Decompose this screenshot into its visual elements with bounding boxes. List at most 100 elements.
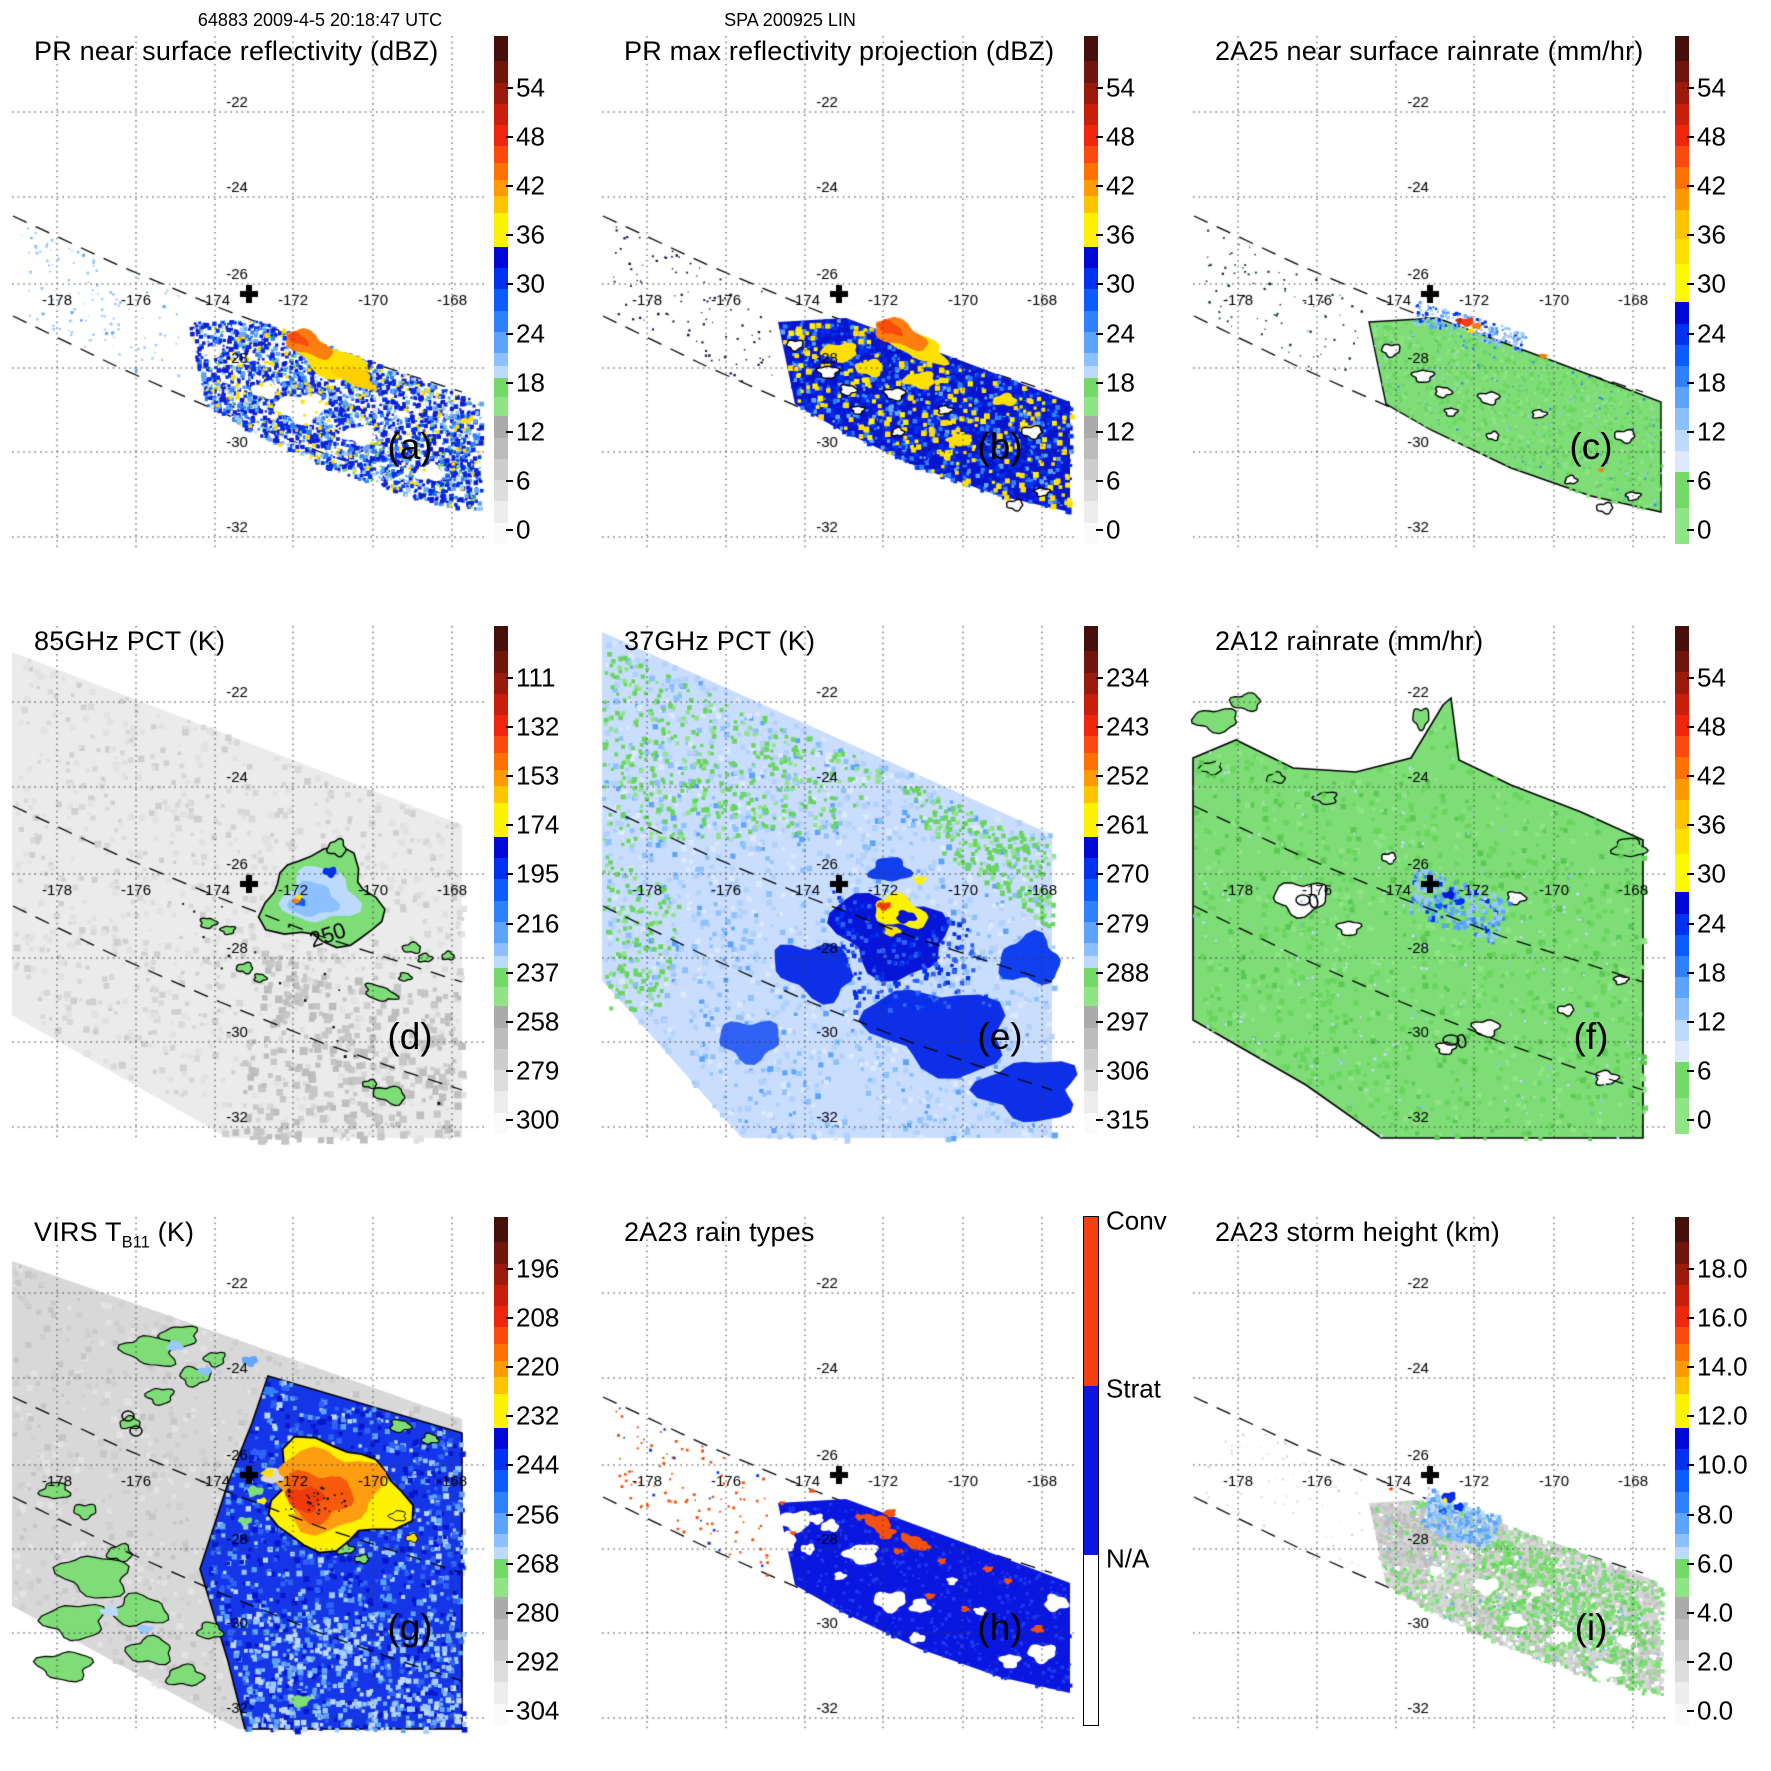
colorbar-segment [494,1618,508,1640]
colorbar-tick [506,775,513,778]
colorbar-segment [1084,943,1098,956]
colorbar-segment [1084,213,1098,247]
colorbar-segment [1084,246,1098,269]
colorbar-tick [506,479,513,482]
colorbar-tick-label: 6 [1697,1055,1712,1086]
colorbar-tick-label: 0 [1697,1104,1712,1135]
colorbar-tick-label: 48 [1106,121,1135,152]
colorbar-segment [1675,387,1689,409]
colorbar-segment [494,289,508,311]
colorbar-tick-label: 6.0 [1697,1548,1734,1579]
colorbar-segment [494,522,508,544]
panel-virs-tb11: VIRS TB11 (K) (g) 196 208 220 232 244 256 268 2… [0,1181,590,1771]
colorbar-segment [1675,82,1689,104]
colorbar-segment [1084,1048,1098,1071]
colorbar-tick-label: 4.0 [1697,1597,1734,1628]
colorbar-tick [1687,1366,1694,1369]
colorbar-tick-label: 6 [1697,465,1712,496]
colorbar-tick-label: 42 [1697,170,1726,201]
colorbar-segment [1675,1040,1689,1063]
colorbar-segment [494,1070,508,1092]
colorbar-tick-label: 42 [516,170,545,201]
colorbar-tick [506,1020,513,1023]
colorbar-segment [1675,1360,1689,1378]
colorbar-segment [494,1559,508,1579]
colorbar-tick [506,332,513,335]
map-canvas [1181,1181,1771,1771]
colorbar: Conv Strat N/A [1083,1206,1167,1726]
colorbar-tick-label: 36 [1106,219,1135,250]
colorbar-tick [506,1660,513,1663]
colorbar-segment [1084,1112,1098,1134]
colorbar-segment [1084,125,1098,147]
colorbar-tick-label: 0 [1697,514,1712,545]
colorbar-tick [1687,922,1694,925]
colorbar-segment [1675,1534,1689,1547]
colorbar-tick-label: 6 [516,465,531,496]
colorbar-segment [1084,289,1098,311]
colorbar-segment [1675,124,1689,147]
panel-letter: (d) [387,1016,433,1057]
colorbar-tick-label: 261 [1106,809,1150,840]
colorbar-tick-label: 300 [516,1104,560,1135]
colorbar-tick-label: 18 [1106,367,1135,398]
colorbar-segment [1675,365,1689,388]
colorbar-segment-strat [1084,1386,1098,1556]
colorbar-tick-label: 12 [1697,416,1726,447]
colorbar-tick [1687,332,1694,335]
colorbar-segment [1675,998,1689,1020]
colorbar-segment [494,36,508,62]
colorbar-tick-label: 288 [1106,957,1150,988]
colorbar-tick [1096,136,1103,139]
panel-letter: (c) [1569,426,1613,467]
colorbar-segment [1675,429,1689,451]
panel-title: VIRS TB11 (K) [34,1217,195,1252]
colorbar-segment [494,196,508,214]
panel-2a25-rainrate: 2A25 near surface rainrate (mm/hr) (c) 5… [1181,0,1771,590]
colorbar-segment [494,955,508,969]
panel-letter: (g) [387,1607,433,1648]
colorbar-segment [494,162,508,180]
colorbar-segment [494,397,508,417]
colorbar-label: Conv [1106,1205,1167,1236]
colorbar-tick-label: 54 [1106,72,1135,103]
colorbar-segment [494,921,508,944]
map-canvas [0,590,590,1180]
colorbar-segment [494,879,508,901]
colorbar-tick [1687,1513,1694,1516]
colorbar-segment [494,1682,508,1704]
colorbar: 18.0 16.0 14.0 12.0 10.0 8.0 6.0 4.0 2.0 0.0 [1675,1217,1748,1726]
colorbar-tick-label: 216 [516,908,560,939]
colorbar-tick [506,1069,513,1072]
colorbar-tick [1096,971,1103,974]
colorbar-segment [494,1343,508,1361]
colorbar-segment [1084,162,1098,180]
colorbar-segment [1675,892,1689,914]
colorbar-tick-label: 304 [516,1695,560,1726]
colorbar-tick [1096,332,1103,335]
colorbar-segment [1675,1491,1689,1513]
colorbar-segment [494,900,508,922]
colorbar-tick-label: 36 [1697,219,1726,250]
colorbar-segment [494,310,508,332]
colorbar-segment [1675,736,1689,758]
colorbar-tick-label: 279 [516,1055,560,1086]
colorbar-segment [494,213,508,247]
colorbar-segment [494,378,508,398]
colorbar-tick-label: 258 [516,1006,560,1037]
colorbar-tick [1096,234,1103,237]
colorbar-segment [1675,714,1689,737]
colorbar-segment [1675,778,1689,800]
colorbar-segment [1675,188,1689,210]
colorbar-segment [1675,1639,1689,1662]
colorbar-segment [1084,1027,1098,1049]
colorbar: 111 132 153 174 195 216 237 258 279 300 [494,626,559,1135]
panel-pr-max-reflectivity: PR max reflectivity projection (dBZ) (b)… [590,0,1180,590]
colorbar-tick-label: 0 [516,514,531,545]
colorbar-segment [494,246,508,269]
colorbar-tick [1687,283,1694,286]
colorbar-tick-label: 280 [516,1597,560,1628]
colorbar-tick [506,185,513,188]
colorbar-tick-label: 54 [1697,662,1726,693]
